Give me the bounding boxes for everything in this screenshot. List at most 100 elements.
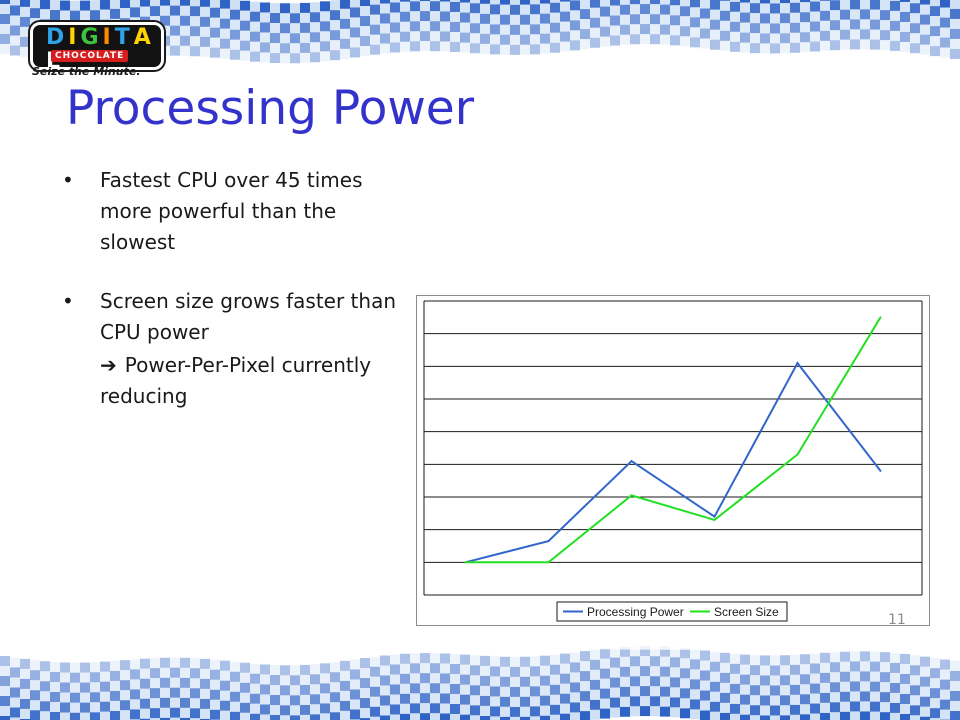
band-tile	[950, 48, 960, 59]
band-tile	[290, 13, 300, 24]
band-tile	[630, 686, 640, 697]
band-tile	[880, 20, 890, 31]
band-tile	[650, 646, 660, 657]
band-tile	[260, 52, 270, 63]
band-tile	[830, 662, 840, 673]
band-tile	[180, 0, 190, 6]
band-tile	[460, 704, 470, 715]
band-tile	[420, 663, 430, 674]
band-tile	[730, 21, 740, 32]
band-tile	[820, 40, 830, 51]
band-tile	[730, 673, 740, 684]
band-tile	[140, 708, 150, 719]
band-tile	[640, 14, 650, 25]
band-tile	[490, 24, 500, 35]
band-tile	[260, 674, 270, 685]
band-tile	[560, 41, 570, 52]
band-tile	[650, 24, 660, 35]
band-tile	[640, 686, 650, 697]
band-tile	[30, 8, 40, 19]
band-tile	[610, 0, 620, 6]
band-tile	[680, 698, 690, 709]
band-tile	[300, 22, 310, 33]
band-tile	[180, 15, 190, 26]
band-tile	[420, 683, 430, 694]
band-tile	[720, 702, 730, 713]
band-tile	[400, 21, 410, 32]
band-tile	[730, 713, 740, 720]
band-tile	[590, 689, 600, 700]
band-tile	[80, 702, 90, 713]
band-tile	[750, 33, 760, 44]
band-tile	[750, 665, 760, 676]
band-tile	[780, 705, 790, 716]
band-tile	[490, 686, 500, 697]
band-tile	[630, 14, 640, 25]
band-tile	[800, 22, 810, 33]
band-tile	[90, 0, 100, 11]
band-tile	[780, 33, 790, 44]
band-tile	[430, 713, 440, 720]
band-tile	[260, 42, 270, 53]
band-tile	[390, 654, 400, 665]
band-tile	[830, 0, 840, 11]
band-tile	[240, 50, 250, 61]
band-tile	[350, 709, 360, 720]
band-tile	[700, 650, 710, 661]
band-tile	[720, 30, 730, 41]
band-tile	[170, 667, 180, 678]
band-tile	[280, 53, 290, 64]
band-tile	[190, 698, 200, 709]
band-tile	[430, 21, 440, 32]
band-tile	[210, 679, 220, 690]
band-tile	[300, 684, 310, 695]
band-tile	[780, 675, 790, 686]
band-tile	[750, 675, 760, 686]
band-tile	[790, 42, 800, 53]
data-point-processing-power	[713, 515, 716, 518]
band-tile	[840, 651, 850, 662]
band-tile	[0, 24, 10, 34]
band-tile	[420, 693, 430, 704]
band-tile	[520, 14, 530, 25]
band-tile	[720, 672, 730, 683]
band-tile	[740, 22, 750, 33]
band-tile	[760, 13, 770, 24]
band-tile	[930, 688, 940, 699]
band-tile	[670, 5, 680, 16]
band-tile	[520, 676, 530, 687]
band-tile	[360, 16, 370, 27]
band-tile	[800, 0, 810, 3]
band-tile	[200, 708, 210, 719]
band-tile	[190, 708, 200, 719]
band-tile	[240, 712, 250, 720]
band-tile	[600, 0, 610, 7]
band-tile	[870, 0, 880, 10]
band-tile	[520, 0, 530, 5]
band-tile	[440, 11, 450, 22]
band-tile	[360, 708, 370, 719]
band-tile	[330, 702, 340, 713]
band-tile	[500, 676, 510, 687]
band-tile	[210, 699, 220, 710]
band-tile	[370, 696, 380, 707]
band-tile	[160, 677, 170, 688]
band-tile	[580, 701, 590, 712]
band-tile	[950, 18, 960, 29]
band-tile	[840, 9, 850, 20]
band-tile	[840, 711, 850, 720]
band-tile	[360, 688, 370, 699]
band-tile	[790, 654, 800, 665]
band-tile	[200, 678, 210, 689]
band-tile	[220, 660, 230, 671]
band-tile	[930, 46, 940, 57]
band-tile	[460, 694, 470, 705]
band-tile	[390, 0, 400, 3]
digital-chocolate-logo: DIGITAL CHOCOLATE Seize the Minute.	[22, 14, 164, 78]
band-tile	[680, 16, 690, 27]
band-tile	[190, 718, 200, 720]
band-tile	[0, 676, 10, 686]
band-tile	[440, 21, 450, 32]
band-tile	[640, 646, 650, 657]
band-tile	[750, 13, 760, 24]
